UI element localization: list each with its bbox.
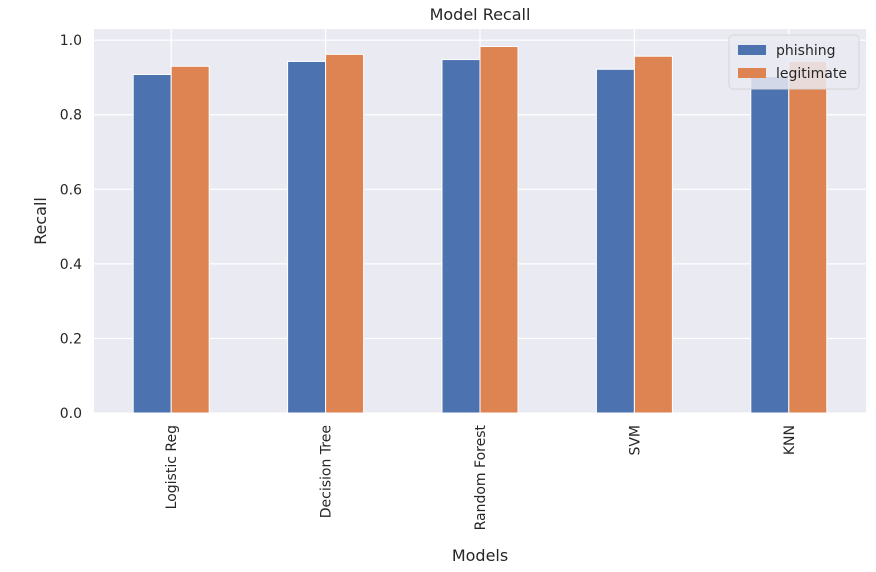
x-tick-label-1: Decision Tree [319, 425, 335, 518]
legend: phishing legitimate [728, 34, 860, 90]
legend-swatch-legitimate [738, 68, 766, 78]
bar-phishing-0 [132, 73, 172, 414]
bars [132, 46, 828, 414]
legend-label-phishing: phishing [776, 43, 835, 59]
y-tick-label-1: 0.2 [60, 331, 82, 347]
x-axis-ticks: Logistic Reg Decision Tree Random Forest SV… [164, 425, 798, 531]
x-tick-label-2: Random Forest [473, 425, 489, 531]
legend-swatch-phishing [738, 45, 766, 55]
bar-legitimate-1 [325, 53, 365, 414]
y-tick-label-2: 0.4 [60, 257, 82, 273]
y-tick-label-3: 0.6 [60, 182, 82, 198]
x-tick-label-4: KNN [782, 425, 798, 455]
y-tick-label-5: 1.0 [60, 33, 82, 49]
bar-legitimate-4 [788, 60, 828, 414]
bar-legitimate-3 [633, 55, 673, 414]
legend-label-legitimate: legitimate [776, 66, 847, 82]
bar-legitimate-2 [479, 46, 519, 414]
y-tick-label-4: 0.8 [60, 108, 82, 124]
bar-phishing-3 [595, 68, 635, 414]
x-tick-label-3: SVM [627, 425, 643, 456]
x-tick-label-0: Logistic Reg [164, 425, 180, 509]
x-axis-label: Models [452, 546, 508, 565]
bar-phishing-2 [441, 59, 481, 414]
y-axis-label: Recall [31, 197, 50, 245]
bar-legitimate-0 [170, 65, 210, 414]
y-axis-ticks: 0.0 0.2 0.4 0.6 0.8 1.0 [60, 33, 82, 422]
bar-phishing-4 [750, 75, 790, 414]
y-tick-label-0: 0.0 [60, 406, 82, 422]
bar-phishing-1 [287, 60, 327, 414]
chart-title: Model Recall [430, 5, 531, 24]
